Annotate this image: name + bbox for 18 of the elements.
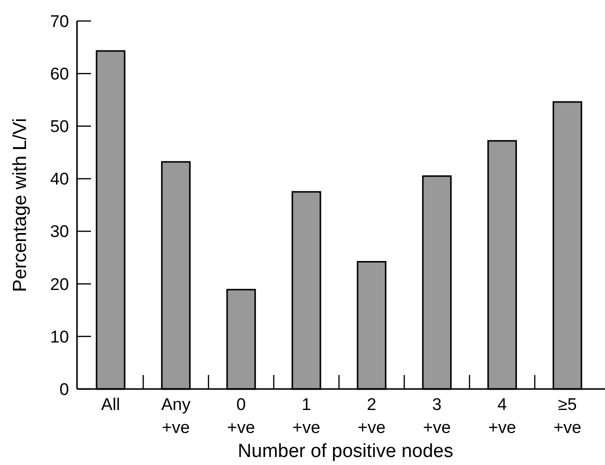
- y-tick-label: 20: [50, 274, 69, 294]
- x-tick-label: 3 +ve: [422, 395, 451, 437]
- x-tick-label: 4 +ve: [488, 395, 516, 437]
- x-tick-label: 1 +ve: [292, 395, 320, 437]
- y-tick-label: 40: [50, 170, 69, 189]
- x-tick-label: ≥5 +ve: [553, 395, 582, 437]
- x-tick-label: 0 +ve: [227, 395, 256, 437]
- y-tick-label: 60: [50, 64, 69, 84]
- x-tick-label: All: [101, 395, 120, 414]
- y-tick-label: 0: [60, 380, 69, 399]
- y-tick-label: 30: [50, 222, 69, 242]
- y-axis-title: Percentage with L/Vi: [10, 118, 31, 292]
- y-tick-label: 50: [50, 117, 69, 136]
- y-tick-label: 70: [50, 12, 69, 31]
- x-tick-label: 2 +ve: [358, 395, 386, 437]
- x-tick-label: Any +ve: [161, 395, 192, 437]
- x-axis-title: Number of positive nodes: [238, 441, 454, 462]
- y-tick-label: 10: [50, 327, 69, 346]
